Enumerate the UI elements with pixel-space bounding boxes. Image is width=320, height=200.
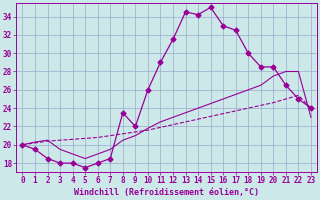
X-axis label: Windchill (Refroidissement éolien,°C): Windchill (Refroidissement éolien,°C) — [74, 188, 259, 197]
